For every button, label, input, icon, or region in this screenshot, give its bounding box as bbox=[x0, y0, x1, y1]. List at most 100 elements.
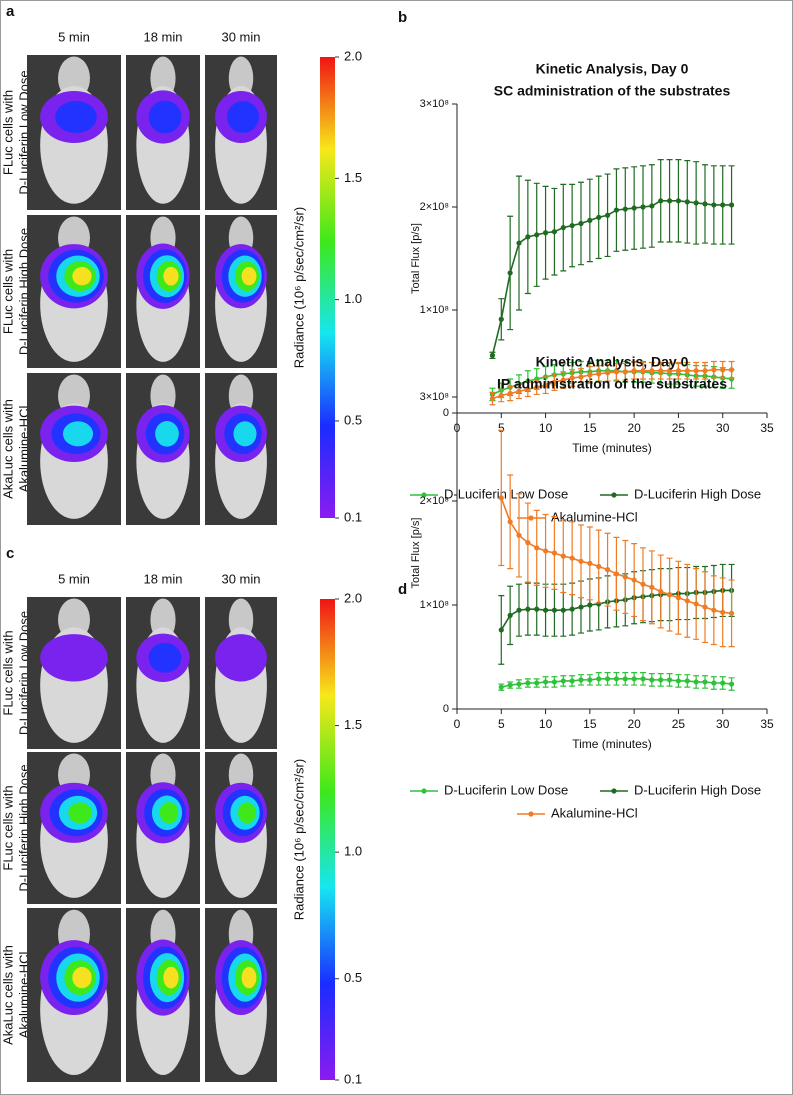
data-point bbox=[658, 588, 664, 595]
column-label: 5 min bbox=[58, 571, 90, 586]
data-point bbox=[604, 676, 611, 682]
data-point bbox=[596, 371, 602, 377]
legend-label: Akalumine-HCl bbox=[551, 509, 638, 524]
row-label: FLuc cells with bbox=[0, 249, 15, 334]
data-point bbox=[684, 598, 690, 604]
data-point bbox=[498, 316, 504, 322]
data-point bbox=[604, 567, 611, 573]
data-point bbox=[658, 198, 664, 204]
data-point bbox=[693, 601, 699, 607]
data-point bbox=[596, 214, 602, 220]
colorbar-label: Radiance (10⁶ p/sec/cm²/sr) bbox=[291, 207, 306, 368]
colorbar-tick-label: 2.0 bbox=[344, 48, 362, 63]
panel-label: a bbox=[6, 3, 15, 20]
x-tick-label: 5 bbox=[498, 717, 505, 731]
data-point bbox=[693, 679, 699, 685]
data-point bbox=[649, 677, 655, 683]
signal bbox=[72, 966, 92, 989]
y-axis-label: Total Flux [p/s] bbox=[410, 518, 422, 589]
data-point bbox=[507, 519, 513, 525]
data-point bbox=[569, 606, 575, 612]
data-point bbox=[675, 198, 682, 204]
data-point bbox=[640, 204, 646, 210]
data-point bbox=[711, 202, 717, 208]
signal bbox=[241, 966, 257, 989]
data-point bbox=[604, 370, 611, 376]
row-label: FLuc cells with bbox=[0, 630, 15, 715]
y-tick-label: 1×10⁸ bbox=[420, 304, 449, 316]
x-tick-label: 0 bbox=[454, 717, 461, 731]
x-tick-label: 20 bbox=[627, 717, 641, 731]
data-point bbox=[640, 676, 646, 682]
x-tick-label: 35 bbox=[760, 717, 774, 731]
data-point bbox=[489, 395, 496, 402]
data-point bbox=[534, 232, 540, 238]
x-tick-label: 35 bbox=[760, 421, 774, 435]
y-tick-label: 3×10⁸ bbox=[420, 391, 449, 403]
data-point bbox=[516, 388, 522, 394]
colorbar-tick-label: 2.0 bbox=[344, 590, 362, 605]
data-point bbox=[675, 595, 682, 601]
data-point bbox=[542, 230, 549, 236]
legend-label: D-Luciferin Low Dose bbox=[444, 486, 568, 501]
signal bbox=[237, 802, 257, 824]
x-tick-label: 10 bbox=[539, 717, 553, 731]
signal bbox=[155, 421, 179, 447]
data-point bbox=[658, 677, 664, 683]
column-label: 30 min bbox=[221, 29, 260, 44]
data-point bbox=[542, 607, 549, 613]
legend-marker bbox=[528, 515, 534, 521]
data-point bbox=[560, 607, 566, 613]
data-point bbox=[666, 198, 673, 204]
data-point bbox=[534, 545, 540, 551]
data-point bbox=[551, 379, 558, 385]
x-tick-label: 20 bbox=[627, 421, 641, 435]
panel-label: d bbox=[398, 581, 407, 598]
data-point bbox=[516, 681, 522, 687]
data-point bbox=[649, 203, 655, 209]
data-point bbox=[613, 676, 620, 682]
signal bbox=[163, 966, 179, 989]
data-point bbox=[702, 604, 708, 610]
legend-label: D-Luciferin Low Dose bbox=[444, 782, 568, 797]
signal bbox=[233, 421, 257, 447]
data-point bbox=[622, 369, 628, 375]
row-label: FLuc cells with bbox=[0, 785, 15, 870]
chart-title: Kinetic Analysis, Day 0 bbox=[536, 354, 689, 370]
data-point bbox=[569, 375, 575, 381]
x-tick-label: 15 bbox=[583, 421, 597, 435]
colorbar-tick-label: 0.5 bbox=[344, 412, 362, 427]
column-label: 30 min bbox=[221, 571, 260, 586]
panel-label: b bbox=[398, 9, 407, 26]
data-point bbox=[675, 678, 682, 684]
series-line bbox=[491, 200, 732, 356]
data-point bbox=[498, 627, 504, 633]
data-point bbox=[534, 384, 540, 390]
data-point bbox=[507, 682, 513, 688]
row-label: AkaLuc cells with bbox=[0, 399, 15, 499]
data-point bbox=[640, 368, 646, 374]
signal bbox=[227, 100, 259, 134]
signal bbox=[68, 802, 92, 824]
colorbar-tick-label: 0.5 bbox=[344, 970, 362, 985]
column-label: 18 min bbox=[143, 571, 182, 586]
colorbar-label: Radiance (10⁶ p/sec/cm²/sr) bbox=[291, 759, 306, 920]
y-tick-label: 1×10⁸ bbox=[420, 599, 449, 611]
data-point bbox=[525, 234, 531, 240]
colorbar-tick-label: 1.5 bbox=[344, 717, 362, 732]
column-label: 5 min bbox=[58, 29, 90, 44]
data-point bbox=[525, 540, 531, 546]
data-point bbox=[507, 270, 513, 276]
colorbar-tick-label: 1.0 bbox=[344, 291, 362, 306]
data-point bbox=[720, 609, 726, 615]
y-axis-label: Total Flux [p/s] bbox=[410, 223, 422, 294]
data-point bbox=[675, 368, 682, 374]
data-point bbox=[525, 680, 531, 686]
data-point bbox=[640, 581, 646, 587]
data-point bbox=[728, 367, 735, 373]
x-tick-label: 15 bbox=[583, 717, 597, 731]
data-point bbox=[551, 550, 558, 556]
data-point bbox=[534, 606, 540, 612]
chart-subtitle: SC administration of the substrates bbox=[494, 83, 731, 99]
signal bbox=[148, 100, 182, 134]
